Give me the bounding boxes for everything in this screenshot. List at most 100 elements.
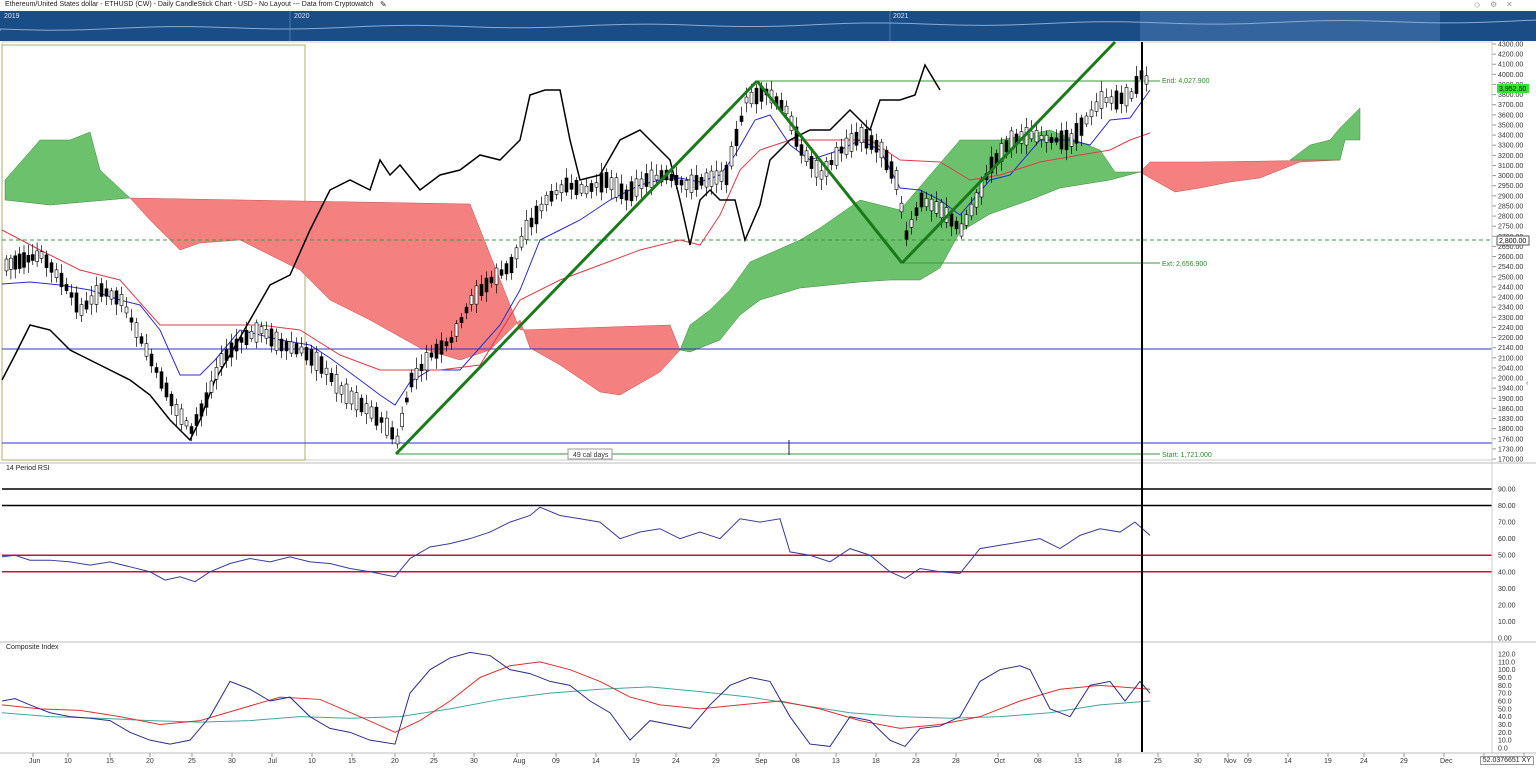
candle: [699, 176, 704, 186]
candle: [369, 406, 374, 419]
candle: [974, 192, 979, 208]
time-navigator[interactable]: 2019 2020 2021: [0, 11, 1536, 41]
composite-axis-tick: 0.0: [1498, 746, 1508, 753]
candle: [184, 420, 189, 427]
x-axis-tick: 30: [228, 758, 236, 765]
collapse-axis-icon[interactable]: ‹: [1526, 380, 1529, 387]
close-icon[interactable]: ✕: [1506, 0, 1513, 9]
candle: [379, 417, 384, 423]
composite-axis-tick: 120.0: [1498, 652, 1516, 659]
candle: [479, 283, 484, 297]
candle: [354, 392, 359, 411]
candle: [1129, 91, 1134, 99]
pencil-icon[interactable]: ✎: [380, 0, 387, 9]
kumo-cloud-bullish: [679, 129, 1141, 353]
candle: [194, 414, 199, 426]
composite-axis-tick: 110.0: [1498, 659, 1515, 666]
x-axis-tick: 25: [188, 758, 196, 765]
selection-box: [1, 44, 306, 461]
candle: [1029, 130, 1034, 140]
x-axis-tick: 24: [672, 758, 680, 765]
price-axis-tick: 3400.00: [1498, 133, 1523, 140]
candle: [109, 290, 114, 300]
composite-axis-tick: 100.0: [1498, 667, 1516, 674]
candle: [1059, 130, 1064, 150]
rsi-axis-tick: 60.00: [1498, 536, 1516, 543]
navigator-label-2021: 2021: [893, 13, 909, 20]
candle: [274, 331, 279, 351]
price-axis-tick: 3500.00: [1498, 122, 1523, 129]
candle: [649, 169, 654, 188]
candle: [609, 177, 614, 191]
price-axis-tick: 2500.00: [1498, 274, 1523, 281]
composite-fast-average-line: [1, 661, 1151, 733]
candle: [534, 205, 539, 225]
candle: [869, 135, 874, 150]
candle: [359, 397, 364, 413]
candle: [1034, 130, 1039, 143]
candle: [634, 178, 639, 197]
candle: [819, 170, 824, 180]
candle: [949, 213, 954, 227]
candle: [989, 156, 994, 174]
x-axis-tick: 10: [308, 758, 316, 765]
candle: [30, 254, 35, 261]
candle: [939, 202, 944, 218]
candle: [839, 146, 844, 154]
composite-panel: 120.0110.0100.090.080.070.060.050.040.03…: [0, 641, 1536, 753]
candle: [264, 329, 269, 339]
candle: [1084, 115, 1089, 125]
candle: [364, 403, 369, 415]
candle: [69, 292, 74, 298]
candle: [954, 220, 959, 230]
candle: [969, 203, 974, 217]
candle: [579, 184, 584, 194]
end-label: End: 4,027.900: [1162, 78, 1210, 85]
xy-toggle-label[interactable]: XY: [1521, 757, 1531, 764]
candle: [829, 160, 834, 165]
price-axis-tick: 2100.00: [1498, 355, 1523, 362]
candle: [64, 284, 69, 291]
diamond-icon[interactable]: ◇: [1474, 0, 1481, 9]
candle: [644, 173, 649, 187]
candle: [489, 276, 494, 284]
pattern-leg-ab: [394, 79, 759, 456]
candle: [419, 363, 424, 372]
navigator-selection[interactable]: [1140, 11, 1440, 41]
candle: [134, 322, 139, 338]
candle: [294, 343, 299, 355]
navigator-label-2020: 2020: [294, 13, 310, 20]
rsi-axis-tick: 70.00: [1498, 520, 1516, 527]
candle: [809, 156, 814, 169]
candle: [724, 164, 729, 186]
price-axis-tick: 1730.00: [1498, 446, 1523, 453]
pattern-leg-cd: [900, 40, 1117, 265]
xy-readout[interactable]: 52.0376651 XY: [1479, 756, 1534, 765]
chart-title: Ethereum/United States dollar - ETHUSD (…: [5, 1, 374, 8]
candle: [314, 351, 319, 371]
candle: [469, 295, 474, 305]
candle: [284, 341, 289, 352]
candle: [119, 294, 124, 306]
candle: [1124, 87, 1129, 107]
candle: [374, 406, 379, 426]
candle: [424, 352, 429, 371]
candle: [624, 189, 629, 201]
candle: [224, 349, 229, 361]
settings-icon[interactable]: ⚙: [1490, 0, 1498, 9]
x-axis-tick: Jul: [268, 758, 277, 765]
candle: [89, 295, 94, 305]
candle: [49, 262, 54, 273]
composite-axis-tick: 20.0: [1498, 730, 1512, 737]
candle: [279, 338, 284, 352]
candle: [854, 131, 859, 146]
candle: [729, 146, 734, 167]
candle: [344, 383, 349, 404]
rsi-line: [1, 506, 1151, 583]
candle: [874, 140, 879, 153]
candle: [249, 331, 254, 339]
candle: [209, 380, 214, 393]
composite-title: Composite Index: [6, 644, 59, 651]
candle: [1114, 90, 1119, 110]
